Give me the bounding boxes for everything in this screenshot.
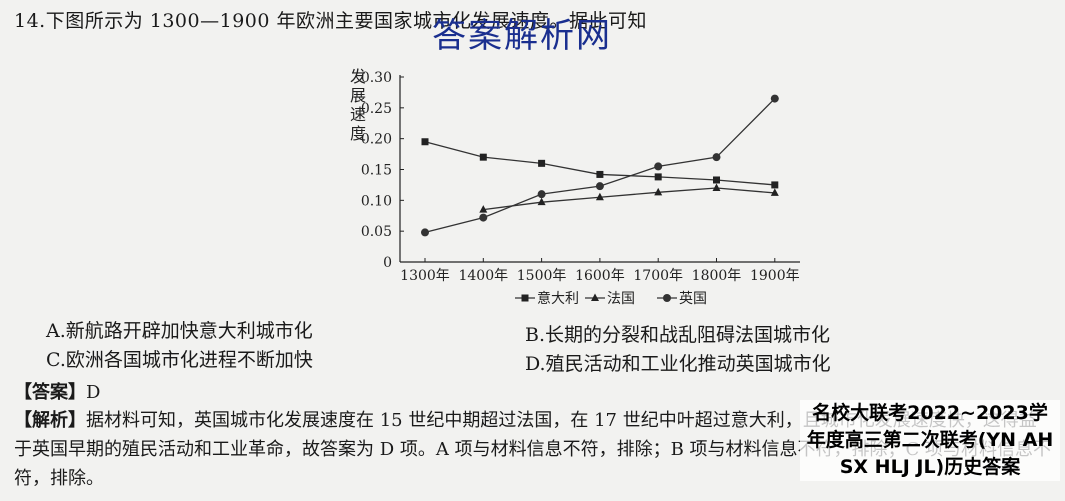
option-a: A.新航路开辟加快意大利城市化 [46, 320, 313, 342]
data-point-1 [770, 188, 779, 196]
answer-value: D [86, 382, 101, 403]
legend-label: 法国 [607, 291, 635, 307]
data-point-1 [654, 187, 663, 196]
data-point-1 [595, 192, 604, 201]
series-line-2 [424, 98, 776, 234]
data-point-1 [537, 197, 546, 206]
data-point-2 [712, 153, 721, 162]
badge-line-1: 名校大联考2022~2023学 [812, 402, 1048, 424]
x-tick-label: 1600年 [575, 268, 625, 284]
option-c: C.欧洲各国城市化进程不断加快 [46, 349, 313, 371]
y-axis-label-char: 度 [350, 124, 366, 143]
question-title: 14.下图所示为 1300—1900 年欧洲主要国家城市化发展速度。据此可知 [14, 10, 648, 32]
data-point-1 [479, 205, 488, 213]
watermark: 答案解析网 [432, 16, 612, 56]
legend-label: 英国 [679, 290, 707, 307]
y-axis-label-char: 发 [350, 67, 366, 86]
data-point-2 [479, 213, 488, 222]
explanation-text: 据材料可知，英国城市化发展速度在 15 世纪中期超过法国，在 17 世纪中叶超过… [14, 410, 1052, 489]
data-point-0 [538, 159, 546, 167]
x-tick-label: 1900年 [750, 268, 800, 284]
y-tick-label: 0.10 [361, 193, 392, 209]
data-point-0 [713, 176, 720, 184]
data-point-2 [654, 162, 663, 171]
y-tick-label: 0.25 [361, 101, 392, 117]
answer: 【答案】D [14, 378, 100, 404]
answer-label: 【答案】 [14, 382, 86, 403]
explanation-label: 【解析】 [14, 410, 86, 431]
y-tick-label: 0.20 [361, 132, 392, 148]
x-tick-label: 1800年 [692, 268, 742, 284]
data-point-0 [479, 153, 487, 161]
legend-marker-0 [521, 294, 529, 302]
explanation: 【解析】据材料可知，英国城市化发展速度在 15 世纪中期超过法国，在 17 世纪… [14, 406, 1054, 493]
y-tick-label: 0.15 [361, 163, 392, 179]
badge-line-3: SX HLJ JL)历史答案 [839, 456, 1021, 478]
y-tick-label: 0 [383, 255, 392, 271]
data-point-0 [771, 181, 779, 189]
x-tick-label: 1700年 [633, 268, 683, 284]
option-d: D.殖民活动和工业化推动英国城市化 [525, 353, 831, 375]
legend-label: 意大利 [537, 290, 579, 307]
y-axis-label-char: 展 [350, 86, 366, 105]
legend-marker-1 [591, 293, 599, 301]
data-point-0 [654, 173, 662, 181]
y-axis-label-char: 速 [350, 105, 366, 124]
data-point-2 [537, 190, 546, 199]
badge-line-2: 年度高三第二次联考(YN AH [806, 429, 1054, 451]
y-tick-label: 0.05 [361, 224, 392, 240]
data-point-0 [421, 138, 429, 146]
y-tick-label: 0.30 [361, 70, 392, 86]
data-point-2 [770, 94, 779, 103]
data-point-1 [712, 183, 721, 191]
option-b: B.长期的分裂和战乱阻碍法国城市化 [525, 324, 831, 346]
x-tick-label: 1500年 [517, 268, 567, 284]
exam-badge: 名校大联考2022~2023学 年度高三第二次联考(YN AH SX HLJ J… [800, 400, 1060, 481]
x-tick-label: 1300年 [400, 268, 450, 284]
data-point-0 [596, 170, 604, 178]
series-line-0 [424, 141, 775, 186]
series-line-1 [483, 187, 775, 211]
data-point-2 [421, 228, 429, 237]
data-point-2 [595, 182, 604, 191]
x-tick-label: 1400年 [458, 268, 508, 284]
legend-marker-2 [663, 294, 671, 302]
